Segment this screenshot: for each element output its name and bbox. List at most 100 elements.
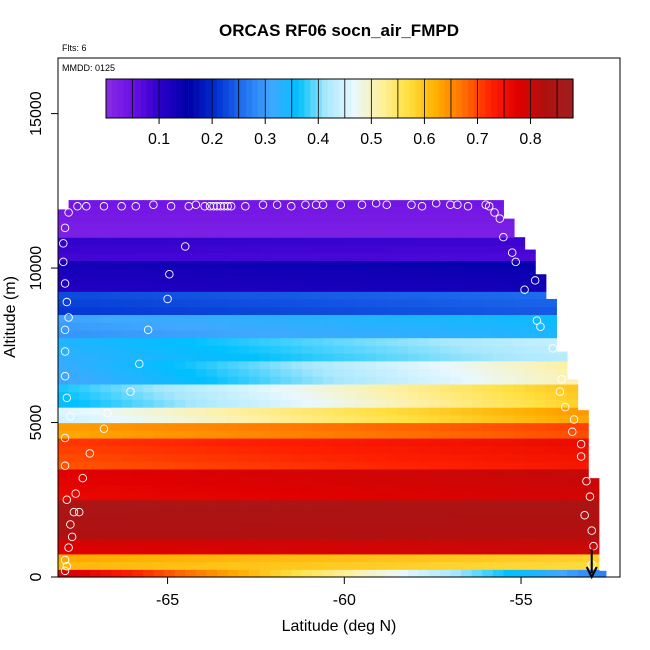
colorbar-tick-label: 0.1 [148, 131, 170, 148]
heatmap-cell [185, 553, 197, 563]
heatmap-cell [185, 353, 197, 362]
sample-point [536, 322, 545, 332]
heatmap-cell [492, 484, 504, 493]
heatmap-cell [482, 476, 494, 485]
heatmap-cell [333, 437, 345, 447]
heatmap-cell [545, 383, 557, 393]
heatmap-cell [132, 206, 144, 215]
heatmap-cell [270, 275, 282, 285]
heatmap-cell [217, 337, 229, 346]
heatmap-cell [217, 268, 229, 277]
heatmap-cell [58, 437, 70, 447]
heatmap-cell [68, 229, 80, 238]
heatmap-cell [407, 214, 420, 223]
sample-point [59, 257, 68, 267]
heatmap-cell [238, 530, 250, 539]
heatmap-cell [174, 476, 186, 485]
heatmap-cell [185, 283, 197, 292]
heatmap-cell [492, 561, 504, 570]
heatmap-cell [121, 414, 133, 424]
heatmap-cell [291, 329, 303, 339]
heatmap-cell [79, 360, 91, 370]
heatmap-cell [111, 414, 123, 424]
heatmap-cell [439, 499, 451, 509]
colorbar-segment [567, 79, 574, 118]
heatmap-cell [291, 522, 303, 532]
heatmap-cell [545, 337, 557, 346]
heatmap-cell [386, 345, 398, 354]
heatmap-cell [301, 275, 314, 285]
heatmap-cell [270, 407, 282, 416]
heatmap-cell [354, 214, 367, 223]
heatmap-cell [545, 376, 557, 385]
heatmap-cell [577, 437, 589, 447]
sample-point [163, 294, 172, 304]
heatmap-cell [503, 329, 515, 339]
heatmap-cell [206, 329, 218, 339]
heatmap-cell [206, 391, 218, 400]
x-tick-label: -65 [156, 592, 179, 609]
heatmap-cell [153, 468, 165, 478]
heatmap-cell [142, 275, 155, 285]
heatmap-cell [323, 383, 335, 393]
heatmap-cell [386, 422, 398, 431]
heatmap-cell [556, 522, 568, 532]
heatmap-cell [195, 507, 208, 516]
heatmap-cell [503, 553, 515, 563]
heatmap-cell [376, 515, 388, 524]
heatmap-cell [79, 499, 91, 509]
heatmap-cell [291, 515, 303, 524]
heatmap-cell [471, 353, 483, 362]
heatmap-cell [185, 291, 197, 300]
heatmap-cell [354, 430, 367, 439]
heatmap-cell [206, 430, 218, 439]
sample-point [165, 270, 174, 279]
colorbar-segment [269, 79, 276, 118]
heatmap-cell [386, 291, 398, 300]
heatmap-cell [291, 553, 303, 563]
heatmap-cell [111, 453, 123, 462]
heatmap-cell [376, 214, 388, 223]
heatmap-cell [206, 546, 218, 555]
heatmap-cell [503, 484, 515, 493]
heatmap-cell [503, 252, 515, 261]
heatmap-cell [386, 383, 398, 393]
heatmap-cell [111, 298, 123, 308]
heatmap-cell [111, 538, 123, 547]
sample-point [126, 387, 135, 396]
heatmap-cell [397, 453, 409, 462]
heatmap-cell [323, 553, 335, 563]
heatmap-cell [450, 368, 462, 377]
heatmap-cell [121, 407, 133, 416]
heatmap-cell [291, 360, 303, 370]
heatmap-cell [79, 206, 91, 215]
heatmap-cell [450, 445, 462, 455]
heatmap-cell [386, 484, 398, 493]
heatmap-cell [376, 329, 388, 339]
heatmap-cell [450, 221, 462, 231]
heatmap-cell [259, 283, 271, 292]
heatmap-cell [492, 553, 504, 563]
heatmap-cell [429, 200, 441, 207]
heatmap-cell [365, 291, 377, 300]
heatmap-cell [492, 306, 504, 316]
heatmap-cell [153, 298, 165, 308]
heatmap-cell [460, 345, 473, 354]
heatmap-cell [185, 345, 197, 354]
heatmap-cell [513, 260, 526, 269]
heatmap-cell [344, 283, 356, 292]
heatmap-cell [482, 499, 494, 509]
heatmap-cell [79, 414, 91, 424]
heatmap-cell [460, 314, 473, 323]
heatmap-cell [132, 569, 144, 578]
heatmap-cell [142, 291, 155, 300]
colorbar-segment [316, 79, 323, 118]
heatmap-cell [206, 275, 218, 285]
heatmap-cell [365, 461, 377, 470]
heatmap-cell [153, 314, 165, 323]
heatmap-cell [513, 252, 526, 261]
heatmap-cell [344, 298, 356, 308]
heatmap-cell [217, 453, 229, 462]
heatmap-cell [195, 322, 208, 331]
heatmap-cell [132, 546, 144, 555]
